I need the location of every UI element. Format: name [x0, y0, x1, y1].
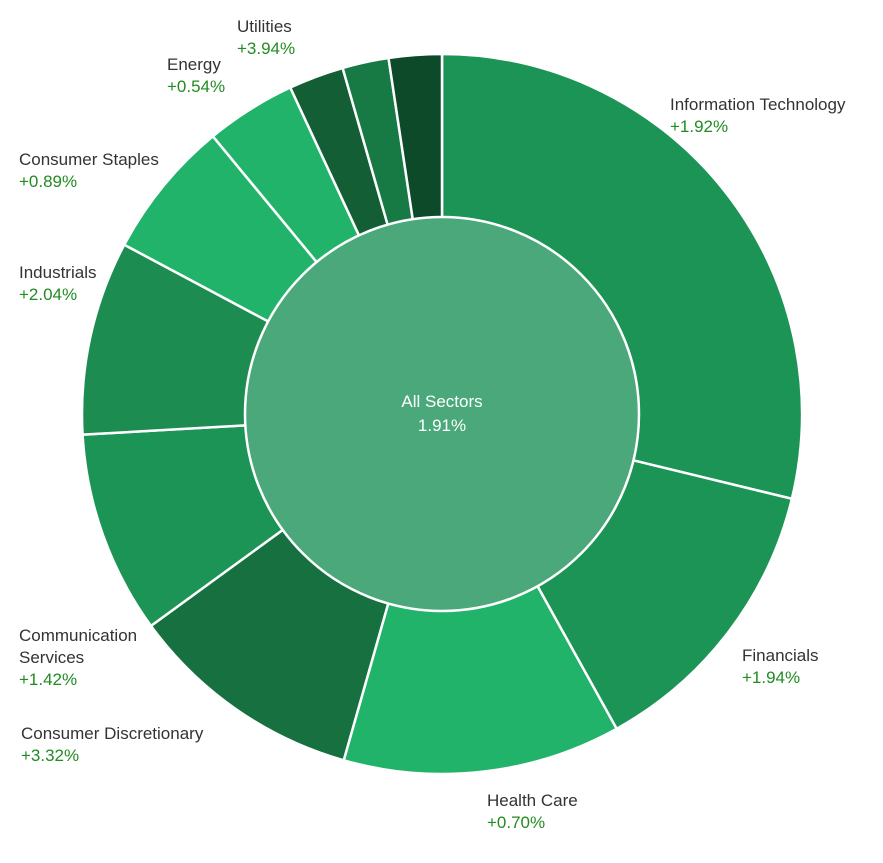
change-energy: +0.54%: [167, 77, 225, 96]
change-information-technology: +1.92%: [670, 117, 728, 136]
center-value: 1.91%: [418, 416, 466, 435]
change-consumer-staples: +0.89%: [19, 172, 77, 191]
center-label: All Sectors: [401, 392, 482, 411]
sector-labels: Information Technology +1.92% Financials +1…: [19, 17, 846, 832]
center-circle[interactable]: [243, 215, 641, 613]
sector-slices: [80, 52, 804, 776]
change-financials: +1.94%: [742, 668, 800, 687]
label-financials: Financials: [742, 646, 819, 665]
change-consumer-discretionary: +3.32%: [21, 746, 79, 765]
label-information-technology: Information Technology: [670, 95, 846, 114]
label-industrials: Industrials: [19, 263, 96, 282]
change-utilities: +3.94%: [237, 39, 295, 58]
label-communication-services: Communication Services: [19, 626, 137, 667]
change-health-care: +0.70%: [487, 813, 545, 832]
label-utilities: Utilities: [237, 17, 292, 36]
label-health-care: Health Care: [487, 791, 578, 810]
change-communication-services: +1.42%: [19, 670, 77, 689]
label-consumer-discretionary: Consumer Discretionary: [21, 724, 204, 743]
change-industrials: +2.04%: [19, 285, 77, 304]
label-energy: Energy: [167, 55, 221, 74]
label-consumer-staples: Consumer Staples: [19, 150, 159, 169]
